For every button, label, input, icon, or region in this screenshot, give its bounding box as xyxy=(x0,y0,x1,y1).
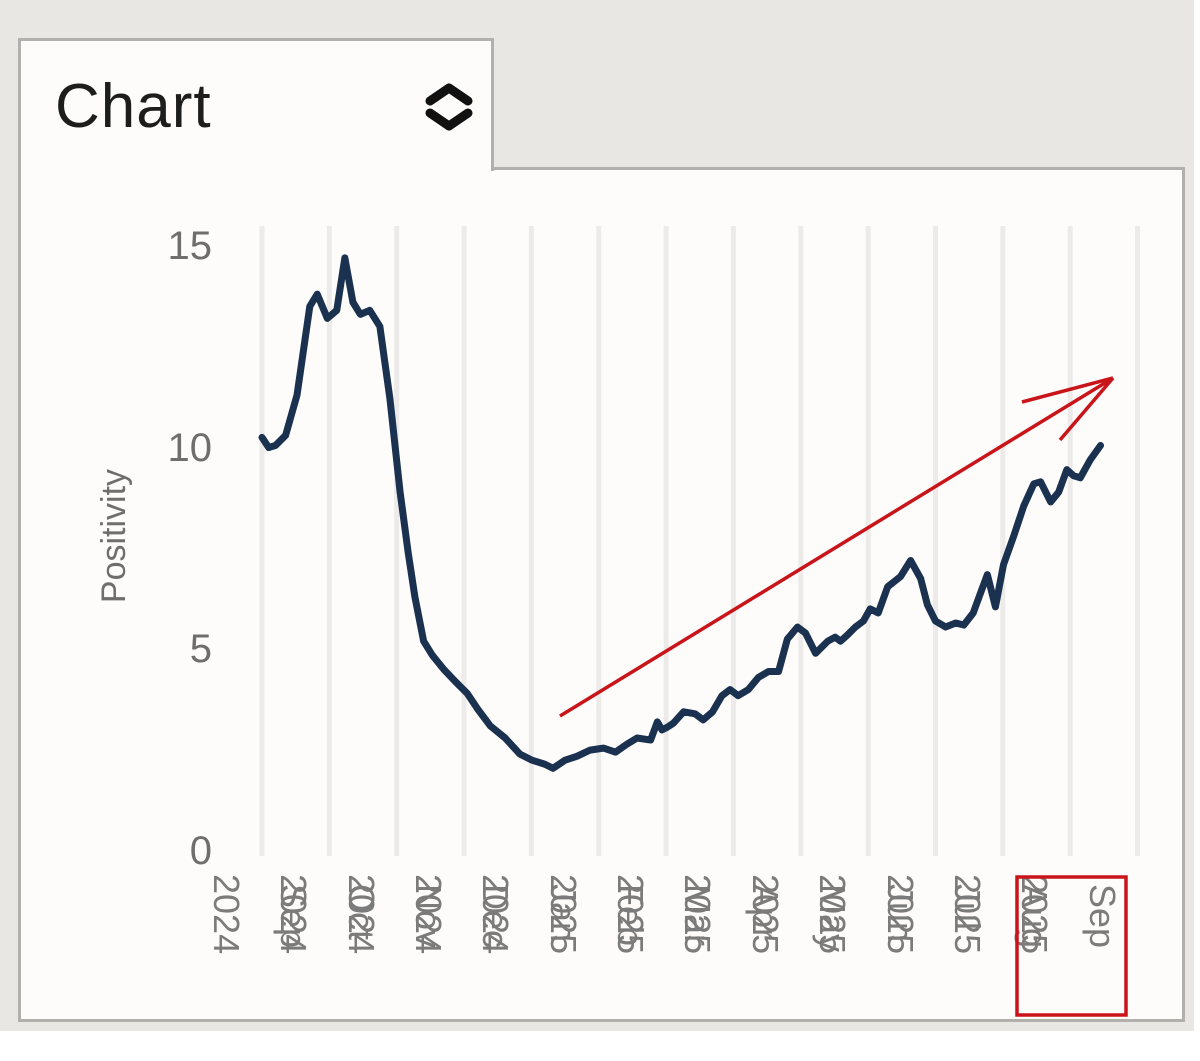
x-tick-month: Feb xyxy=(610,884,652,947)
chart-tab[interactable]: Chart xyxy=(18,38,494,171)
x-tick-month: Jan xyxy=(542,884,584,943)
y-tick-label: 0 xyxy=(189,829,212,873)
x-tick-month: Jul xyxy=(946,884,988,931)
x-tick-month: Jun xyxy=(879,884,921,943)
y-tick-label: 5 xyxy=(189,627,212,672)
x-tick-month: Nov xyxy=(408,884,450,949)
x-tick-month: Dec xyxy=(475,884,517,949)
x-tick-month: Apr xyxy=(744,884,786,941)
x-tick-month: Aug xyxy=(1014,884,1056,949)
x-tick-month: Mar xyxy=(677,884,719,946)
x-tick-month: May xyxy=(812,884,854,953)
x-tick-month: Sep xyxy=(273,884,315,949)
x-tick-month: Sep xyxy=(1081,884,1123,949)
chart-selector-icon[interactable] xyxy=(423,83,475,131)
y-tick-label: 15 xyxy=(167,223,213,268)
chart-tab-label: Chart xyxy=(55,71,212,141)
x-tick-month: Oct xyxy=(340,884,382,941)
x-tick-year: 2024 xyxy=(206,874,247,955)
chart-panel xyxy=(18,167,1185,1022)
y-tick-label: 10 xyxy=(167,425,213,470)
